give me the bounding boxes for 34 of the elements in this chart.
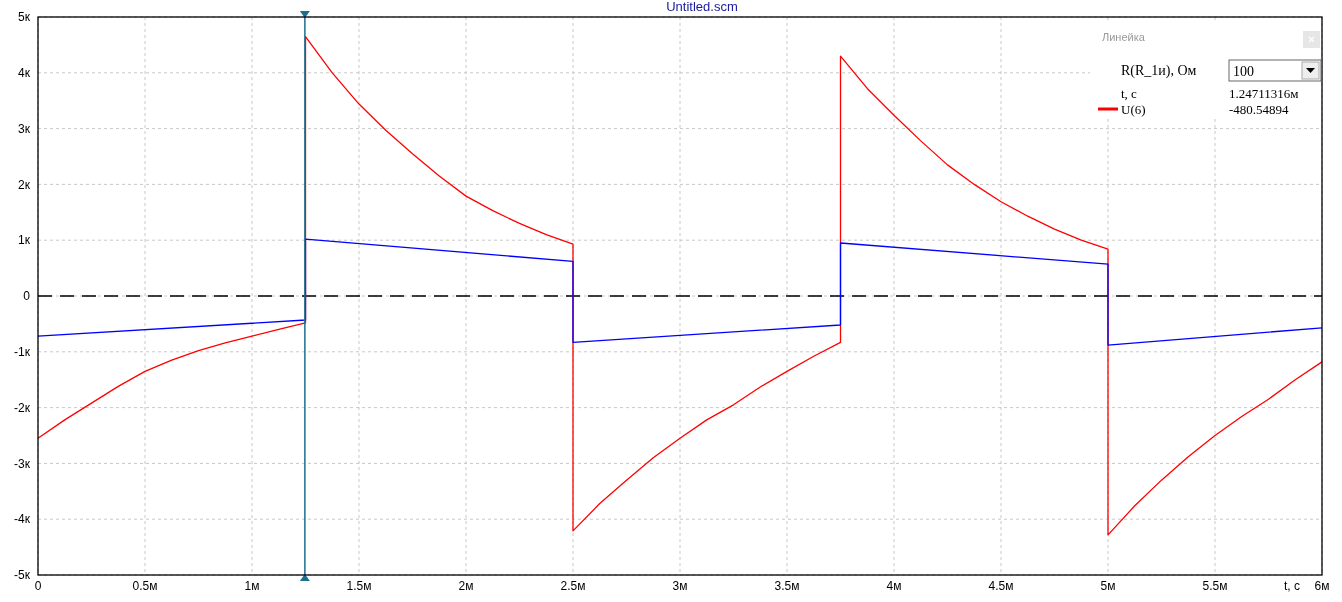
x-tick-label: 6м [1314, 579, 1330, 593]
x-tick-label: 5м [1100, 579, 1116, 593]
line-series [37, 238, 1323, 346]
x-tick-label: 4м [886, 579, 902, 593]
x-tick-label: 4.5м [988, 579, 1014, 593]
chart-title: Untitled.scm [666, 0, 738, 14]
x-tick-label: 0.5м [132, 579, 158, 593]
y-tick-label: -3к [14, 456, 31, 471]
annotation: Линейка [1102, 31, 1146, 43]
x-tick-label: 3м [672, 579, 688, 593]
x-tick-label: 5.5м [1202, 579, 1228, 593]
annotation: t, с [1121, 86, 1138, 101]
annotation: 1.24711316м [1229, 86, 1299, 101]
annotation: 100 [1233, 64, 1254, 79]
y-tick-label: 1к [18, 233, 31, 248]
x-tick-label: 2м [458, 579, 474, 593]
y-tick-label: 2к [18, 177, 31, 192]
annotation: R(R_1и), Ом [1121, 63, 1197, 79]
y-tick-label: -1к [14, 345, 31, 359]
x-tick-label: 1м [244, 579, 260, 593]
x-tick-label: 1.5м [346, 579, 372, 593]
annotation: -480.54894 [1229, 102, 1290, 117]
x-axis-title: t, с [1283, 579, 1300, 593]
y-tick-label: 0 [23, 289, 31, 304]
x-tick-label: 0 [34, 579, 42, 593]
legend-label: U(6) [1121, 102, 1146, 117]
y-tick-label: 3к [18, 121, 31, 136]
x-tick-label: 3.5м [774, 579, 800, 593]
y-tick-label: -5к [14, 568, 31, 583]
y-tick-label: -2к [14, 400, 31, 415]
x-tick-label: 2.5м [560, 579, 586, 593]
y-tick-label: -4к [14, 512, 31, 527]
y-tick-label: 5к [18, 10, 31, 25]
y-tick-label: 4к [18, 66, 31, 80]
